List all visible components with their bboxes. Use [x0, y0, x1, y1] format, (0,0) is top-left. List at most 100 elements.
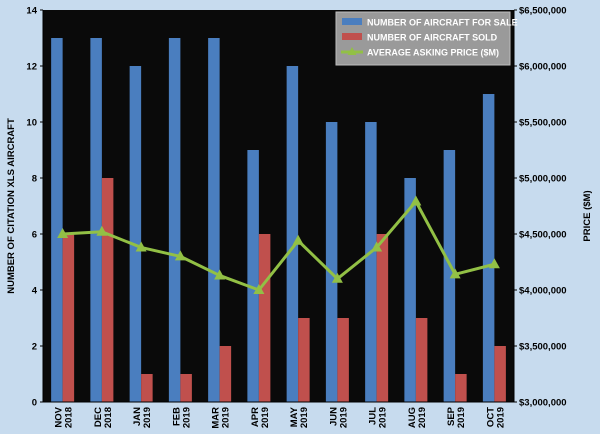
- x-tick-label-month-4: MAR: [211, 407, 222, 429]
- bar-sold-8: [376, 234, 389, 402]
- right-tick-label-1: $3,500,000: [519, 342, 567, 353]
- bars-layer: [51, 38, 506, 402]
- bar-for-sale-8: [365, 122, 377, 402]
- x-tick-label-5: APR2019: [250, 407, 271, 428]
- bar-sold-10: [455, 374, 467, 402]
- bar-for-sale-9: [404, 178, 416, 402]
- x-tick-label-0: NOV2018: [54, 406, 75, 428]
- bar-sold-7: [337, 318, 349, 402]
- x-tick-label-month-11: OCT: [485, 407, 496, 427]
- left-tick-label-6: 12: [26, 62, 37, 73]
- right-tick-label-5: $5,500,000: [519, 118, 567, 129]
- left-tick-label-2: 4: [32, 286, 38, 297]
- bar-sold-5: [258, 234, 271, 402]
- x-tick-label-month-8: JUL: [368, 407, 379, 425]
- y-axis-title: NUMBER OF CITATION XLS AIRCRAFT: [6, 118, 17, 294]
- x-tick-label-month-3: FEB: [171, 407, 182, 426]
- price-point-8: [371, 241, 383, 252]
- x-tick-label-month-2: JAN: [132, 407, 143, 426]
- right-tick-label-0: $3,000,000: [519, 398, 567, 409]
- x-tick-label-month-6: MAY: [289, 406, 300, 427]
- bar-sold-6: [298, 318, 310, 402]
- right-tick-label-3: $4,500,000: [519, 230, 567, 241]
- right-tick-label-4: $5,000,000: [519, 174, 567, 185]
- bar-sold-3: [180, 374, 192, 402]
- x-tick-label-year-7: 2019: [338, 407, 349, 428]
- x-tick-label-4: MAR2019: [211, 407, 232, 429]
- x-tick-label-11: OCT2019: [485, 407, 506, 428]
- price-point-5: [253, 284, 265, 294]
- left-tick-label-1: 2: [32, 342, 37, 353]
- right-tick-label-7: $6,500,000: [519, 6, 567, 17]
- x-tick-label-year-5: 2019: [260, 407, 271, 428]
- right-tick-label-2: $4,000,000: [519, 286, 567, 297]
- x-tick-label-year-9: 2019: [417, 407, 428, 428]
- legend-swatch-0: [342, 18, 362, 25]
- bar-for-sale-10: [443, 150, 456, 402]
- bar-for-sale-7: [325, 122, 338, 402]
- legend-box: [335, 11, 511, 66]
- price-point-9: [410, 195, 422, 206]
- bar-for-sale-4: [208, 38, 220, 402]
- legend-marker-2: [347, 47, 357, 55]
- bar-for-sale-6: [286, 66, 299, 402]
- price-point-10: [449, 268, 461, 279]
- bar-sold-2: [141, 374, 153, 402]
- y2-axis-title: PRICE ($M): [582, 190, 593, 241]
- price-point-11: [488, 258, 500, 269]
- legend-label-1: NUMBER OF AIRCRAFT SOLD: [367, 33, 498, 43]
- bar-sold-9: [415, 318, 428, 402]
- x-tick-label-year-1: 2018: [103, 407, 114, 428]
- x-tick-label-3: FEB2019: [171, 407, 192, 428]
- legend-label-0: NUMBER OF AIRCRAFT FOR SALE: [367, 18, 518, 28]
- legend-label-2: AVERAGE ASKING PRICE ($M): [367, 48, 499, 58]
- price-point-7: [331, 272, 343, 283]
- legend: NUMBER OF AIRCRAFT FOR SALE NUMBER OF AIR…: [335, 11, 518, 66]
- x-tick-label-2: JAN2019: [132, 407, 153, 428]
- left-tick-label-4: 8: [32, 174, 37, 185]
- right-tick-label-6: $6,000,000: [519, 62, 567, 73]
- bar-for-sale-2: [129, 66, 142, 402]
- x-tick-label-10: SEP2019: [446, 406, 467, 428]
- price-line: [62, 200, 495, 292]
- x-tick-label-month-7: JUN: [328, 407, 339, 426]
- price-line-layer: [57, 195, 500, 294]
- x-tick-label-year-10: 2019: [456, 407, 467, 428]
- bar-sold-11: [494, 346, 506, 402]
- axes-layer: 0 2 4 6 8 10 12 14 $3,000,000 $3,500,000 $4,000,00…: [6, 6, 593, 429]
- plot-area: [43, 10, 514, 402]
- price-point-4: [214, 269, 226, 280]
- bar-for-sale-5: [247, 150, 259, 402]
- x-tick-label-month-10: SEP: [446, 406, 457, 426]
- price-point-3: [174, 250, 186, 261]
- x-tick-label-year-4: 2019: [221, 407, 232, 428]
- bar-for-sale-11: [482, 94, 495, 402]
- left-tick-label-3: 6: [32, 230, 37, 241]
- x-tick-label-month-5: APR: [250, 407, 261, 427]
- x-tick-label-6: MAY2019: [289, 406, 310, 428]
- x-tick-label-month-0: NOV: [54, 406, 65, 427]
- x-tick-label-year-3: 2019: [181, 407, 192, 428]
- x-tick-label-year-8: 2019: [378, 407, 389, 428]
- bar-sold-4: [219, 346, 232, 402]
- price-point-2: [135, 241, 147, 252]
- price-point-1: [96, 225, 108, 236]
- bar-sold-0: [62, 234, 75, 402]
- x-tick-label-9: AUG2019: [407, 407, 428, 428]
- x-tick-label-1: DEC2018: [93, 407, 114, 428]
- x-tick-label-month-1: DEC: [93, 407, 104, 427]
- x-tick-label-year-2: 2019: [142, 407, 153, 428]
- x-tick-label-year-6: 2019: [299, 407, 310, 428]
- price-point-0: [57, 228, 69, 238]
- left-tick-label-0: 0: [32, 398, 37, 409]
- bar-for-sale-3: [168, 38, 181, 402]
- x-tick-label-month-9: AUG: [407, 407, 418, 428]
- x-tick-label-year-11: 2019: [495, 407, 506, 428]
- x-tick-label-8: JUL2019: [368, 407, 389, 428]
- price-point-6: [292, 234, 304, 245]
- left-tick-label-7: 14: [26, 6, 37, 17]
- x-tick-label-7: JUN2019: [328, 407, 349, 428]
- bar-for-sale-1: [90, 38, 102, 402]
